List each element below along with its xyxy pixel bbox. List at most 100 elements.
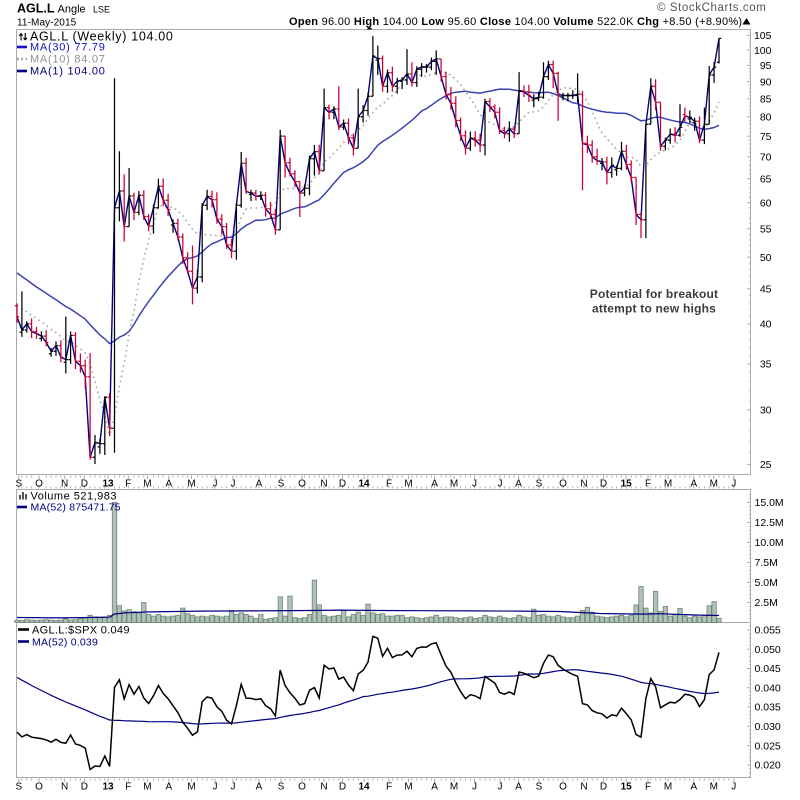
svg-text:© StockCharts.com: © StockCharts.com	[657, 2, 766, 14]
svg-text:F: F	[386, 782, 392, 793]
svg-text:N: N	[61, 782, 68, 793]
svg-text:A: A	[690, 782, 697, 793]
svg-text:0.040: 0.040	[755, 682, 781, 694]
svg-text:J: J	[731, 782, 736, 793]
svg-text:D: D	[81, 782, 88, 793]
svg-text:S: S	[278, 479, 285, 490]
svg-text:15: 15	[621, 479, 633, 490]
svg-text:J: J	[213, 782, 218, 793]
svg-text:J: J	[472, 479, 477, 490]
svg-text:N: N	[320, 479, 327, 490]
svg-text:Volume 521,983: Volume 521,983	[31, 491, 118, 503]
svg-text:14: 14	[358, 479, 370, 490]
svg-text:0.045: 0.045	[755, 663, 781, 675]
svg-text:S: S	[278, 782, 285, 793]
svg-text:F: F	[386, 479, 392, 490]
svg-text:N: N	[61, 479, 68, 490]
svg-text:MA(30) 77.79: MA(30) 77.79	[30, 42, 106, 54]
svg-text:M: M	[187, 479, 195, 490]
svg-text:A: A	[165, 479, 172, 490]
svg-text:AGL.L: AGL.L	[17, 2, 55, 16]
svg-text:J: J	[472, 782, 477, 793]
svg-text:F: F	[125, 782, 131, 793]
svg-text:N: N	[580, 479, 587, 490]
svg-text:15.0M: 15.0M	[755, 497, 784, 509]
svg-text:A: A	[256, 782, 263, 793]
svg-text:AGL.L:$SPX 0.049: AGL.L:$SPX 0.049	[32, 625, 130, 637]
svg-text:Open 96.00 High 104.00 Low 95.: Open 96.00 High 104.00 Low 95.60 Close 1…	[289, 16, 742, 28]
svg-text:0.035: 0.035	[755, 702, 781, 714]
svg-text:O: O	[35, 782, 43, 793]
svg-text:40: 40	[760, 319, 772, 331]
svg-text:M: M	[187, 782, 195, 793]
svg-text:A: A	[256, 479, 263, 490]
svg-text:J: J	[231, 479, 236, 490]
svg-text:14: 14	[358, 782, 370, 793]
svg-text:12.5M: 12.5M	[755, 517, 784, 529]
svg-text:A: A	[165, 782, 172, 793]
svg-text:LSE: LSE	[93, 5, 110, 15]
svg-text:M: M	[710, 479, 718, 490]
svg-text:J: J	[731, 479, 736, 490]
svg-text:M: M	[710, 782, 718, 793]
svg-text:7.5M: 7.5M	[755, 557, 778, 569]
svg-text:85: 85	[760, 93, 772, 105]
svg-text:95: 95	[760, 60, 772, 72]
svg-text:M: M	[664, 782, 672, 793]
svg-text:0.055: 0.055	[755, 625, 781, 637]
svg-text:M: M	[404, 479, 412, 490]
svg-text:80: 80	[760, 112, 772, 124]
svg-text:A: A	[431, 479, 438, 490]
svg-text:J: J	[213, 479, 218, 490]
svg-text:D: D	[81, 479, 88, 490]
svg-text:M: M	[664, 479, 672, 490]
svg-text:70: 70	[760, 151, 772, 163]
svg-text:30: 30	[760, 405, 772, 417]
svg-text:50: 50	[760, 252, 772, 264]
svg-text:MA(52) 875471.75: MA(52) 875471.75	[31, 502, 121, 514]
svg-text:100: 100	[754, 45, 772, 57]
svg-text:65: 65	[760, 174, 772, 186]
svg-text:MA(1) 104.00: MA(1) 104.00	[30, 66, 106, 78]
svg-text:0.025: 0.025	[755, 740, 781, 752]
svg-text:55: 55	[760, 224, 772, 236]
svg-text:90: 90	[760, 76, 772, 88]
svg-text:M: M	[143, 782, 151, 793]
svg-text:105: 105	[754, 30, 772, 42]
svg-text:S: S	[536, 479, 543, 490]
svg-text:Potential for breakout: Potential for breakout	[590, 287, 718, 301]
svg-text:35: 35	[760, 359, 772, 371]
svg-text:2.5M: 2.5M	[755, 597, 778, 609]
svg-text:D: D	[600, 479, 607, 490]
svg-text:75: 75	[760, 131, 772, 143]
svg-text:AGL.L (Weekly) 104.00: AGL.L (Weekly) 104.00	[30, 30, 174, 44]
svg-text:S: S	[15, 782, 22, 793]
svg-text:O: O	[559, 782, 567, 793]
svg-text:0.050: 0.050	[755, 644, 781, 656]
svg-text:A: A	[431, 782, 438, 793]
svg-text:J: J	[498, 479, 503, 490]
svg-text:F: F	[125, 479, 131, 490]
svg-text:5.0M: 5.0M	[755, 577, 778, 589]
svg-text:MA(10) 84.07: MA(10) 84.07	[30, 54, 106, 66]
svg-text:O: O	[35, 479, 43, 490]
svg-text:Angle: Angle	[58, 4, 86, 16]
svg-text:25: 25	[760, 459, 772, 471]
svg-text:M: M	[404, 782, 412, 793]
svg-text:13: 13	[102, 782, 114, 793]
svg-text:S: S	[15, 479, 22, 490]
svg-text:N: N	[580, 782, 587, 793]
svg-text:0.030: 0.030	[755, 721, 781, 733]
svg-text:D: D	[339, 479, 346, 490]
svg-text:O: O	[298, 479, 306, 490]
svg-text:0.020: 0.020	[755, 760, 781, 772]
svg-text:attempt to new highs: attempt to new highs	[592, 302, 716, 316]
svg-text:O: O	[559, 479, 567, 490]
svg-text:F: F	[645, 782, 651, 793]
svg-text:D: D	[600, 782, 607, 793]
svg-text:S: S	[536, 782, 543, 793]
svg-text:10.0M: 10.0M	[755, 537, 784, 549]
svg-text:11-May-2015: 11-May-2015	[17, 18, 77, 29]
svg-text:A: A	[515, 782, 522, 793]
svg-text:13: 13	[102, 479, 114, 490]
